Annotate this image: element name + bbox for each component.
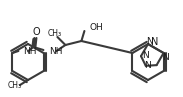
Text: N: N <box>162 52 169 61</box>
Text: N: N <box>147 36 153 45</box>
Text: N: N <box>143 51 149 60</box>
Text: N: N <box>144 61 151 70</box>
Text: NH: NH <box>23 46 37 55</box>
Text: OH: OH <box>89 23 103 32</box>
Text: NH: NH <box>49 46 63 55</box>
Text: CH₃: CH₃ <box>47 29 61 38</box>
Text: N: N <box>151 37 158 47</box>
Text: O: O <box>33 27 40 37</box>
Text: CH₃: CH₃ <box>8 81 22 91</box>
